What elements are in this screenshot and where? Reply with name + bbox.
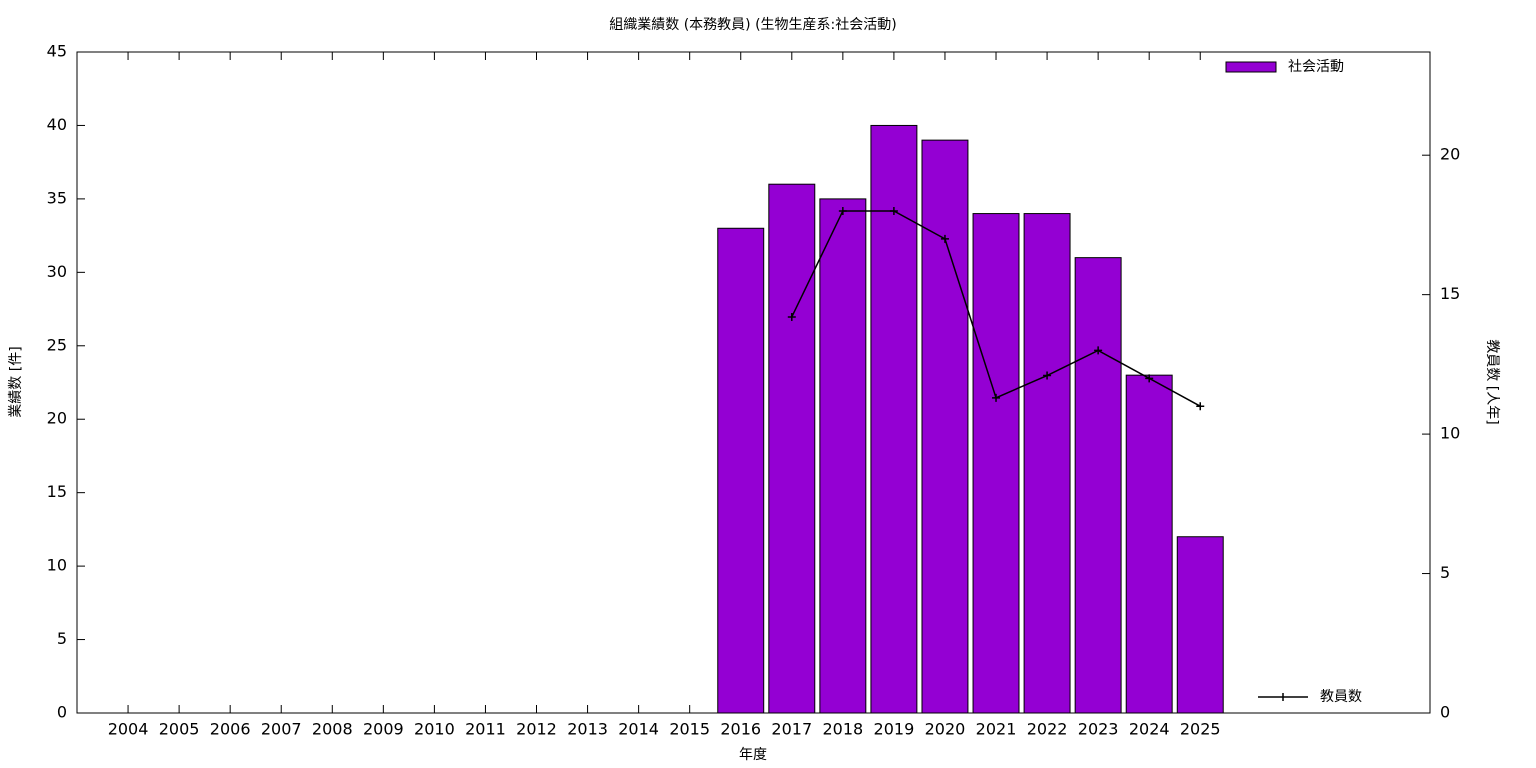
bar xyxy=(921,139,969,714)
x-tick-label: 2022 xyxy=(1027,720,1068,739)
legend-label: 教員数 xyxy=(1320,689,1362,705)
y2-tick-label: 10 xyxy=(1440,424,1460,443)
x-tick-label: 2017 xyxy=(771,720,812,739)
x-tick-label: 2021 xyxy=(976,720,1017,739)
x-tick-label: 2020 xyxy=(925,720,966,739)
legend-line xyxy=(1258,693,1308,701)
x-tick-label: 2007 xyxy=(261,720,302,739)
legend-label: 社会活動 xyxy=(1288,59,1344,75)
x-tick-label: 2018 xyxy=(822,720,863,739)
y-tick-label: 15 xyxy=(47,482,67,501)
point xyxy=(787,312,796,321)
point xyxy=(1094,346,1103,355)
y-tick-label: 5 xyxy=(57,629,67,648)
y-tick-label: 30 xyxy=(47,262,67,281)
x-tick-label: 2015 xyxy=(669,720,710,739)
legend-swatch xyxy=(1225,61,1277,73)
y2-tick-label: 15 xyxy=(1440,284,1460,303)
x-tick-label: 2014 xyxy=(618,720,659,739)
point xyxy=(1145,374,1154,383)
x-tick-label: 2008 xyxy=(312,720,353,739)
bar xyxy=(870,124,918,714)
point xyxy=(992,393,1001,402)
x-tick-label: 2013 xyxy=(567,720,608,739)
x-tick-label: 2004 xyxy=(108,720,149,739)
y2-axis-label: 教員数 [人年] xyxy=(1484,339,1500,424)
bar xyxy=(972,213,1020,714)
chart-title: 組織業績数 (本務教員) (生物生産系:社会活動) xyxy=(609,17,896,33)
bar xyxy=(768,183,816,714)
bar xyxy=(1125,374,1173,714)
y-tick-label: 40 xyxy=(47,115,67,134)
x-tick-label: 2011 xyxy=(465,720,506,739)
point xyxy=(940,234,949,243)
x-tick-label: 2012 xyxy=(516,720,557,739)
x-tick-label: 2024 xyxy=(1129,720,1170,739)
y2-tick-label: 5 xyxy=(1440,563,1450,582)
bar xyxy=(819,198,867,714)
x-tick-label: 2016 xyxy=(720,720,761,739)
bar xyxy=(1074,257,1122,714)
bar xyxy=(1023,213,1071,714)
y-tick-label: 35 xyxy=(47,188,67,207)
x-axis-label: 年度 xyxy=(739,747,767,763)
y-tick-label: 45 xyxy=(47,42,67,61)
point xyxy=(1043,371,1052,380)
bar xyxy=(1176,536,1224,714)
point xyxy=(1196,402,1205,411)
x-tick-label: 2023 xyxy=(1078,720,1119,739)
bar xyxy=(717,227,765,714)
y2-tick-label: 20 xyxy=(1440,145,1460,164)
x-tick-label: 2009 xyxy=(363,720,404,739)
y-axis-label: 業績数 [件] xyxy=(8,346,24,417)
x-tick-label: 2019 xyxy=(874,720,915,739)
point xyxy=(889,206,898,215)
y-tick-label: 0 xyxy=(57,703,67,722)
y2-tick-label: 0 xyxy=(1440,703,1450,722)
point xyxy=(838,206,847,215)
x-tick-label: 2010 xyxy=(414,720,455,739)
x-tick-label: 2005 xyxy=(159,720,200,739)
x-tick-label: 2025 xyxy=(1180,720,1221,739)
y-tick-label: 20 xyxy=(47,409,67,428)
y-tick-label: 25 xyxy=(47,335,67,354)
x-tick-label: 2006 xyxy=(210,720,251,739)
plot-frame xyxy=(76,51,1431,714)
y-tick-label: 10 xyxy=(47,556,67,575)
